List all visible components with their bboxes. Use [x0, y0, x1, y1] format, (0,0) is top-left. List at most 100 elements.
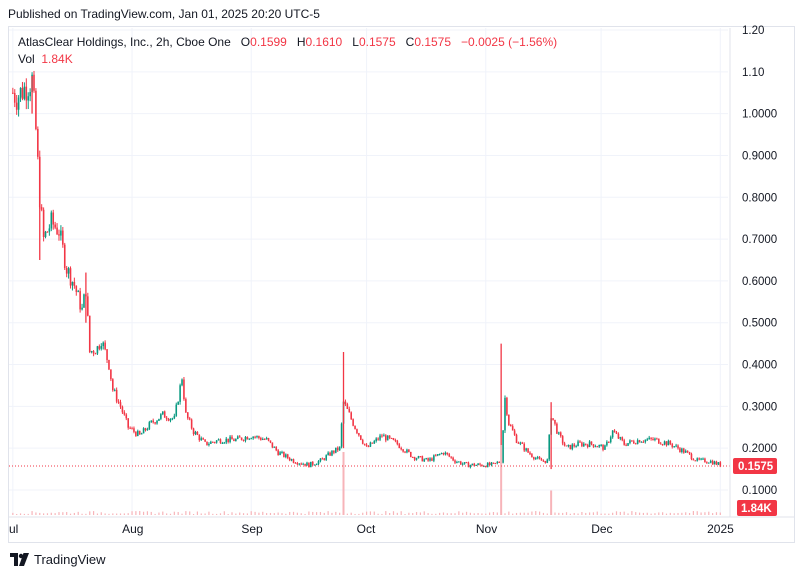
candle-body — [677, 445, 679, 449]
volume-bar — [89, 511, 91, 515]
candle-body — [13, 93, 16, 103]
volume-bar — [604, 513, 606, 515]
candle-body — [648, 437, 650, 440]
candle-body — [583, 443, 585, 447]
footer-brand[interactable]: TradingView — [10, 552, 106, 567]
candle-body — [456, 461, 458, 463]
volume-bar — [692, 511, 694, 515]
candle-body — [252, 436, 254, 439]
volume-bar — [619, 511, 621, 515]
volume-bar — [335, 511, 337, 515]
candle-body — [110, 369, 112, 380]
candle-body — [277, 450, 279, 456]
candle-body — [200, 438, 203, 441]
candle-body — [256, 436, 258, 438]
candle-body — [521, 442, 524, 444]
volume-bar — [119, 513, 122, 515]
volume-bar — [146, 511, 149, 515]
candle-body — [306, 462, 308, 466]
volume-bar — [385, 511, 387, 515]
volume-bar — [704, 512, 706, 515]
candle-body — [281, 451, 283, 453]
footer-brand-label: TradingView — [34, 552, 106, 567]
candle-body — [135, 431, 137, 436]
volume-bar — [358, 513, 360, 515]
candle-body — [423, 459, 426, 462]
volume-bar — [400, 511, 402, 515]
candle-body — [498, 461, 501, 463]
candle-body — [621, 437, 624, 441]
chart-frame[interactable] — [8, 26, 795, 543]
legend-title[interactable]: AtlasClear Holdings, Inc., 2h, Cboe One — [18, 35, 231, 49]
candle-body — [188, 418, 191, 420]
candle-body — [279, 452, 281, 456]
candle-body — [504, 397, 506, 431]
candle-body — [138, 430, 141, 435]
candle-body — [661, 444, 664, 446]
candle-body — [588, 441, 591, 448]
candle-body — [496, 461, 499, 464]
candle-body — [569, 444, 572, 450]
volume-bar — [627, 513, 629, 515]
candle-body — [235, 438, 237, 442]
candle-body — [52, 212, 55, 225]
volume-bar — [292, 511, 295, 515]
volume-bar — [212, 513, 214, 515]
volume-bar — [485, 513, 487, 515]
volume-bar — [142, 511, 145, 515]
candle-body — [65, 268, 68, 274]
tradingview-logo-icon — [10, 552, 29, 566]
candle-body — [62, 230, 64, 245]
candle-body — [479, 463, 481, 465]
volume-bar — [504, 513, 506, 515]
volume-bar — [73, 512, 75, 515]
candle-body — [483, 466, 485, 468]
candle-body — [273, 446, 276, 448]
volume-bar — [39, 512, 41, 515]
candle-body — [654, 438, 656, 441]
candle-body — [73, 281, 76, 286]
volume-bar — [200, 513, 202, 515]
candle-body — [363, 443, 366, 445]
candle-body — [425, 458, 427, 460]
volume-bar — [50, 512, 52, 515]
candle-body — [433, 455, 435, 461]
candle-body — [525, 448, 527, 451]
legend-high-value: 0.1610 — [305, 35, 343, 49]
volume-bar — [404, 513, 406, 515]
volume-bar — [558, 512, 560, 515]
candle-body — [681, 448, 683, 453]
volume-bar — [312, 511, 314, 515]
volume-bar — [350, 512, 352, 515]
candle-body — [413, 457, 416, 460]
volume-bar — [362, 512, 364, 515]
candle-body — [177, 401, 179, 405]
candle-body — [317, 461, 320, 465]
candle-body — [625, 444, 627, 446]
candle-body — [394, 440, 397, 442]
candle-body — [594, 446, 597, 448]
volume-bar — [16, 513, 18, 515]
candle-body — [579, 441, 581, 443]
candle-body — [358, 433, 360, 436]
candle-body — [690, 453, 693, 460]
candle-body — [171, 418, 174, 420]
candle-body — [502, 430, 504, 463]
legend-low-label: L — [352, 35, 359, 49]
candle-body — [365, 444, 368, 447]
candle-body — [246, 436, 249, 440]
volume-label[interactable]: Vol — [18, 52, 35, 66]
candle-body — [338, 446, 341, 451]
x-tick-label: Oct — [357, 522, 376, 536]
volume-bar — [592, 512, 595, 515]
candle-body — [290, 459, 293, 461]
candle-body — [106, 349, 108, 360]
candle-body — [35, 90, 37, 130]
x-tick-label: ul — [9, 522, 18, 536]
candle-body — [33, 74, 35, 91]
candle-body — [613, 430, 616, 433]
volume-bar — [646, 512, 648, 515]
candle-body — [319, 458, 322, 462]
candle-body — [663, 441, 666, 445]
